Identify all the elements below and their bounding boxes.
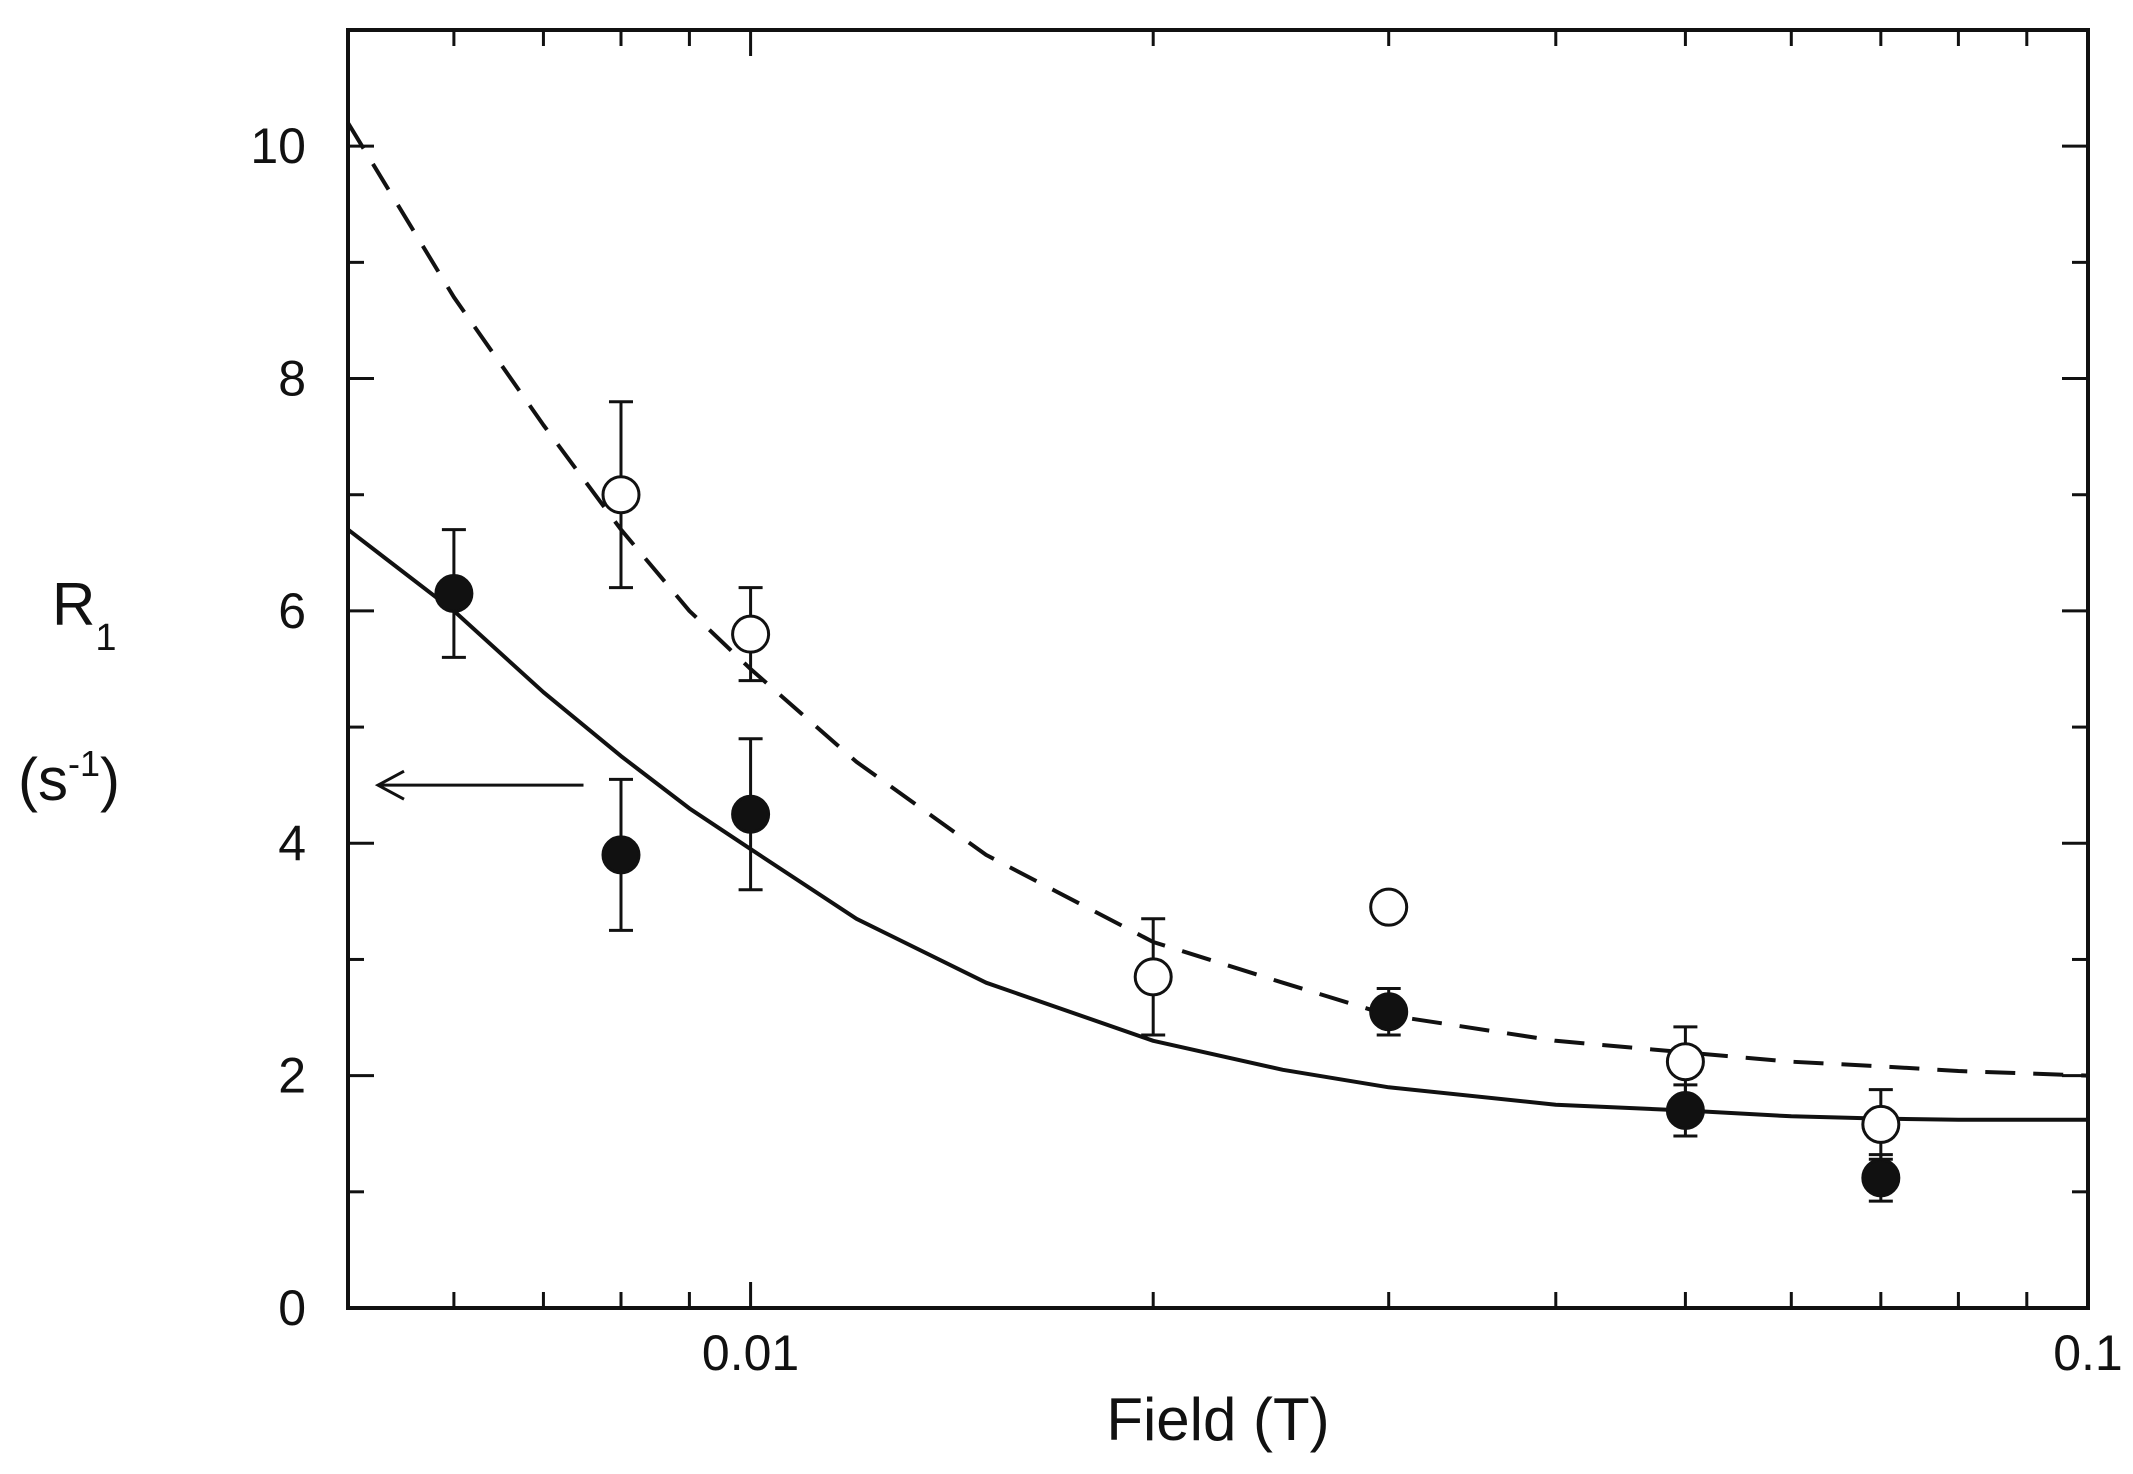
x-tick-label: 0.01	[702, 1325, 799, 1381]
y-axis-unit-close: )	[100, 746, 120, 813]
tick-labels: 0 2 4 6 8 10 0.01 0.1	[250, 118, 2122, 1381]
y-axis-title: R1 (s-1)	[18, 571, 120, 813]
annotations	[374, 769, 584, 801]
y-tick-label: 10	[250, 118, 306, 174]
y-tick-label: 0	[278, 1280, 306, 1336]
y-tick-label: 4	[278, 815, 306, 871]
filled-data-point	[434, 573, 474, 613]
open-data-point	[1861, 1104, 1901, 1144]
y-axis-subscript: 1	[95, 617, 116, 659]
arrow-head	[374, 769, 405, 801]
axis-ticks	[346, 28, 2090, 1310]
filled-data-point	[601, 835, 641, 875]
open-data-point	[731, 614, 771, 654]
filled-data-point	[1861, 1158, 1901, 1198]
filled-data-point	[1369, 992, 1409, 1032]
open-data-point	[601, 475, 641, 515]
svg-text:R1: R1	[52, 571, 116, 659]
fit-curves	[346, 121, 2089, 1122]
data-markers	[434, 400, 1901, 1203]
filled-data-point	[731, 794, 771, 834]
y-tick-label: 8	[278, 351, 306, 407]
dashed-fit-curve	[346, 121, 2089, 1078]
plot-frame	[346, 28, 2090, 1310]
y-tick-label: 2	[278, 1048, 306, 1104]
open-data-point	[1369, 887, 1409, 927]
y-axis-unit-superscript: -1	[68, 743, 100, 784]
y-axis-symbol: R	[52, 571, 95, 638]
solid-fit-curve	[346, 528, 2088, 1122]
y-tick-label: 6	[278, 583, 306, 639]
y-axis-unit-open: (s	[18, 746, 68, 813]
x-axis-title: Field (T)	[1106, 1386, 1329, 1453]
x-tick-label: 0.1	[2053, 1325, 2123, 1381]
open-data-point	[1133, 957, 1173, 997]
open-data-point	[1665, 1042, 1705, 1082]
svg-text:(s-1): (s-1)	[18, 743, 120, 813]
